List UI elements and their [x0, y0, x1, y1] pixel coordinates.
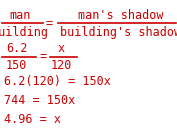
- Text: building: building: [0, 26, 49, 39]
- Text: =: =: [46, 17, 53, 30]
- Text: man's shadow: man's shadow: [78, 9, 163, 22]
- Text: building's shadow: building's shadow: [60, 26, 177, 39]
- Text: 6.2(120) = 150x: 6.2(120) = 150x: [4, 75, 110, 88]
- Text: man: man: [10, 9, 31, 22]
- Text: 744 = 150x: 744 = 150x: [4, 94, 75, 107]
- Text: 6.2: 6.2: [6, 42, 27, 55]
- Text: 4.96 = x: 4.96 = x: [4, 113, 61, 126]
- Text: 150: 150: [6, 59, 27, 72]
- Text: =: =: [40, 50, 47, 63]
- Text: 120: 120: [50, 59, 72, 72]
- Text: x: x: [58, 42, 65, 55]
